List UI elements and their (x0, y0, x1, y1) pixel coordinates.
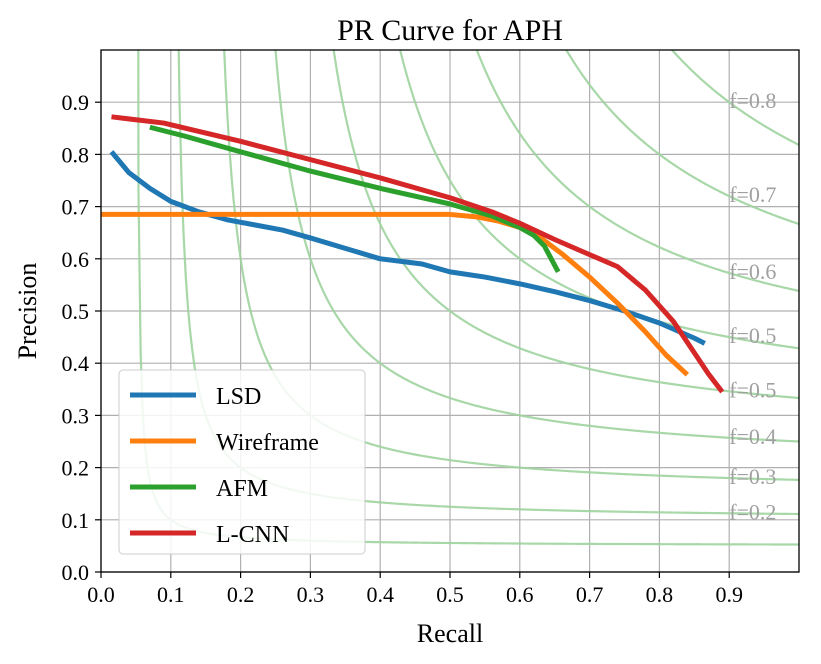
x-axis-ticks: 0.0 0.1 0.2 0.3 0.4 0.5 0.6 0.7 0.8 0.9 (87, 572, 743, 607)
y-axis-ticks: 0.0 0.1 0.2 0.3 0.4 0.5 0.6 0.7 0.8 0.9 (62, 90, 101, 585)
y-tick-label: 0.0 (62, 560, 90, 585)
y-tick-label: 0.2 (62, 456, 90, 481)
iso-f-label: f=0.5 (729, 323, 776, 348)
legend-label: Wireframe (216, 430, 319, 456)
legend-label: L-CNN (216, 522, 289, 548)
x-tick-label: 0.5 (436, 582, 464, 607)
iso-f-curve (332, 50, 799, 400)
legend: LSD Wireframe AFM L-CNN (118, 369, 366, 555)
legend-label: AFM (216, 476, 268, 502)
iso-f-label: f=0.3 (729, 464, 776, 489)
x-axis-label: Recall (417, 619, 483, 648)
x-tick-label: 0.4 (366, 582, 394, 607)
iso-f-curve (274, 50, 799, 443)
x-tick-label: 0.7 (576, 582, 604, 607)
x-tick-label: 0.8 (646, 582, 674, 607)
y-tick-label: 0.9 (62, 90, 90, 115)
y-tick-label: 0.5 (62, 299, 90, 324)
series-lines (101, 114, 725, 394)
iso-f-label: f=0.8 (729, 88, 776, 113)
series-line-lsd (109, 150, 706, 346)
iso-f-label: f=0.6 (729, 259, 776, 284)
legend-box (118, 369, 366, 555)
iso-f-curve (670, 50, 799, 146)
x-tick-label: 0.1 (157, 582, 185, 607)
iso-f-curve (399, 50, 799, 350)
iso-f-label: f=0.2 (729, 499, 776, 524)
x-tick-label: 0.9 (715, 582, 743, 607)
iso-f-curve (475, 50, 799, 292)
y-tick-label: 0.6 (62, 247, 90, 272)
y-tick-label: 0.1 (62, 508, 90, 533)
series-line-l-cnn (111, 114, 725, 394)
chart-title: PR Curve for APH (337, 14, 563, 47)
y-axis-label: Precision (13, 263, 42, 360)
y-tick-label: 0.8 (62, 142, 90, 167)
iso-f-label: f=0.4 (729, 424, 776, 449)
x-tick-label: 0.0 (87, 582, 115, 607)
iso-f-labels: f=0.2 f=0.3 f=0.4 f=0.5 f=0.5 f=0.6 f=0.7 f=0.8 (729, 88, 776, 524)
iso-f-label: f=0.5 (729, 377, 776, 402)
y-tick-label: 0.3 (62, 403, 90, 428)
iso-f-curve (565, 50, 799, 226)
x-tick-label: 0.6 (506, 582, 534, 607)
series-line-wireframe (101, 211, 690, 377)
series-line-afm (149, 124, 561, 274)
x-tick-label: 0.2 (227, 582, 255, 607)
y-tick-label: 0.7 (62, 195, 90, 220)
x-tick-label: 0.3 (297, 582, 325, 607)
y-tick-label: 0.4 (62, 351, 90, 376)
legend-label: LSD (216, 384, 261, 410)
iso-f-label: f=0.7 (729, 182, 776, 207)
